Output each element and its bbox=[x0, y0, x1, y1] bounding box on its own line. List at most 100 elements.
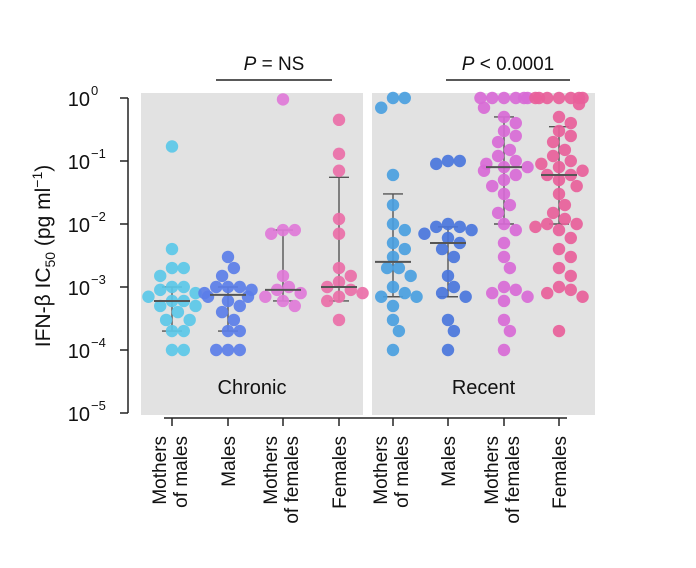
data-point bbox=[165, 324, 179, 338]
data-point bbox=[265, 227, 278, 240]
data-point bbox=[497, 124, 511, 138]
data-point bbox=[398, 91, 411, 105]
data-point bbox=[332, 227, 346, 240]
data-point bbox=[558, 143, 572, 157]
data-point bbox=[221, 343, 235, 357]
data-point bbox=[486, 179, 499, 193]
data-point bbox=[564, 283, 577, 297]
y-tick-label-exponent: −1 bbox=[91, 146, 106, 161]
data-point bbox=[332, 313, 346, 327]
data-point bbox=[570, 217, 583, 231]
data-point bbox=[233, 324, 246, 338]
data-point bbox=[233, 280, 246, 294]
data-point bbox=[221, 250, 235, 264]
x-label-line1: Males bbox=[219, 436, 240, 487]
x-label-line1: Mothers bbox=[371, 436, 392, 505]
data-point bbox=[564, 231, 577, 245]
data-point bbox=[386, 299, 400, 313]
data-point bbox=[154, 269, 167, 283]
x-label-line2: of males bbox=[392, 436, 413, 508]
y-tick-label: 10 bbox=[68, 152, 90, 174]
data-point bbox=[282, 280, 296, 294]
data-point bbox=[221, 280, 235, 294]
y-tick-label-exponent: −2 bbox=[91, 209, 106, 224]
data-point bbox=[441, 217, 455, 231]
data-point bbox=[221, 294, 235, 308]
data-point bbox=[177, 280, 190, 294]
data-point bbox=[392, 324, 406, 338]
significance-label: P < 0.0001 bbox=[462, 54, 554, 75]
data-point bbox=[386, 313, 400, 327]
data-point bbox=[509, 154, 522, 168]
data-point bbox=[165, 242, 179, 256]
data-point bbox=[276, 269, 290, 283]
data-point bbox=[294, 286, 307, 300]
data-point bbox=[201, 290, 215, 303]
data-point bbox=[215, 305, 229, 319]
data-point bbox=[386, 91, 400, 105]
data-point bbox=[142, 290, 155, 303]
data-point bbox=[276, 223, 290, 237]
data-point bbox=[210, 343, 223, 357]
data-point bbox=[564, 250, 577, 264]
x-label-line1: Males bbox=[439, 436, 460, 487]
data-point bbox=[344, 283, 357, 297]
data-point bbox=[380, 261, 394, 275]
data-point bbox=[497, 173, 511, 187]
data-point bbox=[171, 305, 185, 319]
data-point bbox=[546, 206, 560, 220]
data-point bbox=[332, 290, 346, 303]
panel-backgrounds bbox=[141, 93, 595, 415]
data-point bbox=[447, 324, 461, 338]
data-point bbox=[497, 187, 511, 201]
data-point bbox=[259, 290, 272, 303]
data-point bbox=[521, 160, 534, 174]
data-point bbox=[386, 250, 400, 264]
data-point bbox=[532, 91, 546, 105]
data-point bbox=[210, 280, 223, 294]
data-point bbox=[497, 91, 511, 105]
data-point bbox=[227, 313, 241, 327]
data-point bbox=[541, 286, 554, 300]
data-point bbox=[221, 324, 235, 338]
data-point bbox=[154, 283, 167, 297]
data-point bbox=[165, 280, 179, 294]
data-point bbox=[517, 91, 531, 105]
data-point bbox=[497, 236, 511, 250]
data-point bbox=[558, 212, 572, 226]
data-point bbox=[503, 143, 517, 157]
data-point bbox=[486, 91, 499, 105]
data-point bbox=[435, 286, 449, 300]
data-point bbox=[398, 223, 411, 237]
y-tick-label-exponent: −3 bbox=[91, 272, 106, 287]
data-point bbox=[189, 286, 202, 300]
data-point bbox=[276, 294, 290, 308]
data-point bbox=[435, 242, 449, 256]
data-point bbox=[552, 110, 566, 124]
y-tick-label-exponent: −4 bbox=[91, 335, 106, 350]
data-point bbox=[404, 269, 417, 283]
data-point bbox=[564, 269, 577, 283]
x-label-line1: Females bbox=[330, 436, 351, 509]
data-point bbox=[509, 116, 522, 130]
data-point bbox=[491, 149, 505, 163]
data-point bbox=[386, 280, 400, 294]
data-point bbox=[177, 324, 190, 338]
data-point bbox=[552, 124, 566, 138]
x-label-line1: Mothers bbox=[482, 436, 503, 505]
data-point bbox=[165, 261, 179, 275]
data-point bbox=[509, 283, 522, 297]
panel-label-chronic: Chronic bbox=[218, 377, 287, 399]
data-point bbox=[558, 198, 572, 212]
data-point bbox=[386, 217, 400, 231]
data-point bbox=[529, 220, 542, 234]
data-point bbox=[288, 299, 301, 313]
data-point bbox=[332, 275, 346, 289]
data-point bbox=[386, 236, 400, 250]
data-point bbox=[509, 129, 522, 143]
data-point bbox=[552, 91, 566, 105]
data-point bbox=[154, 299, 167, 313]
x-label-line1: Females bbox=[550, 436, 571, 509]
